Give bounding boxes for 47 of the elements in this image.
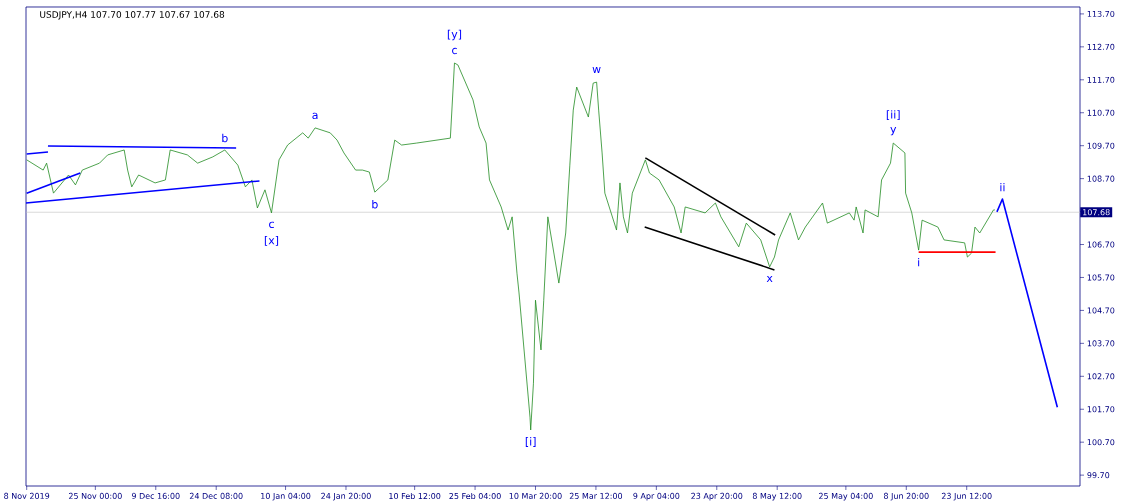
x-tick-label: 25 May 04:00 — [819, 492, 873, 501]
x-tick-label: 10 Mar 20:00 — [509, 492, 562, 499]
y-tick-label: 111.70 — [1087, 76, 1115, 83]
y-tick-label: 100.70 — [1087, 439, 1115, 446]
y-tick-label: 101.70 — [1087, 406, 1115, 413]
chart-title: USDJPY,H4 107.70 107.77 107.67 107.68 — [40, 11, 225, 20]
annotation: a — [312, 112, 318, 120]
y-tick-label: 102.70 — [1087, 373, 1115, 380]
y-tick-label: 99.70 — [1087, 472, 1110, 479]
x-tick-label: 25 Feb 04:00 — [449, 492, 501, 500]
x-tick-label: 23 Apr 20:00 — [691, 492, 743, 501]
x-tick-label: 25 Mar 12:00 — [569, 492, 623, 499]
annotation: c — [452, 47, 457, 55]
x-tick-label: 25 Nov 00:00 — [68, 492, 122, 499]
annotation: [x] — [264, 235, 279, 246]
annotation: y — [890, 126, 897, 136]
y-tick-label: 110.70 — [1087, 109, 1115, 116]
x-tick-label: 8 Jun 20:00 — [883, 492, 929, 501]
ref-line-label: 107.68 — [1083, 209, 1110, 216]
y-tick-label: 106.70 — [1087, 241, 1115, 248]
y-tick-label: 103.70 — [1087, 340, 1115, 347]
y-tick-label: 112.70 — [1087, 43, 1115, 50]
annotation: [ii] — [886, 110, 900, 120]
y-tick-label: 108.70 — [1087, 175, 1115, 182]
y-tick-label: 109.70 — [1087, 142, 1115, 149]
annotation: w — [592, 67, 601, 74]
annotation: b — [222, 133, 228, 143]
x-tick-label: 24 Jan 20:00 — [321, 492, 371, 501]
x-tick-label: 8 Nov 2019 — [4, 492, 50, 499]
annotation: [i] — [525, 437, 536, 447]
annotation: c — [269, 221, 274, 229]
annotation: x — [766, 275, 773, 282]
x-tick-label: 10 Jan 04:00 — [261, 492, 311, 501]
annotation: i — [918, 257, 920, 267]
x-tick-label: 23 Jun 12:00 — [941, 492, 992, 501]
x-tick-label: 24 Dec 08:00 — [189, 492, 243, 499]
x-tick-label: 10 Feb 12:00 — [389, 492, 441, 500]
y-tick-label: 104.70 — [1087, 307, 1115, 314]
y-tick-label: 105.70 — [1087, 274, 1115, 281]
y-tick-label: 113.70 — [1087, 10, 1115, 17]
line-series — [26, 62, 996, 431]
annotation: ii — [1000, 182, 1005, 192]
x-tick-label: 8 May 12:00 — [752, 492, 802, 501]
x-tick-label: 9 Apr 04:00 — [633, 492, 680, 501]
x-tick-label: 9 Dec 16:00 — [131, 492, 180, 499]
annotation: [y] — [447, 29, 462, 41]
annotation: b — [372, 199, 378, 209]
